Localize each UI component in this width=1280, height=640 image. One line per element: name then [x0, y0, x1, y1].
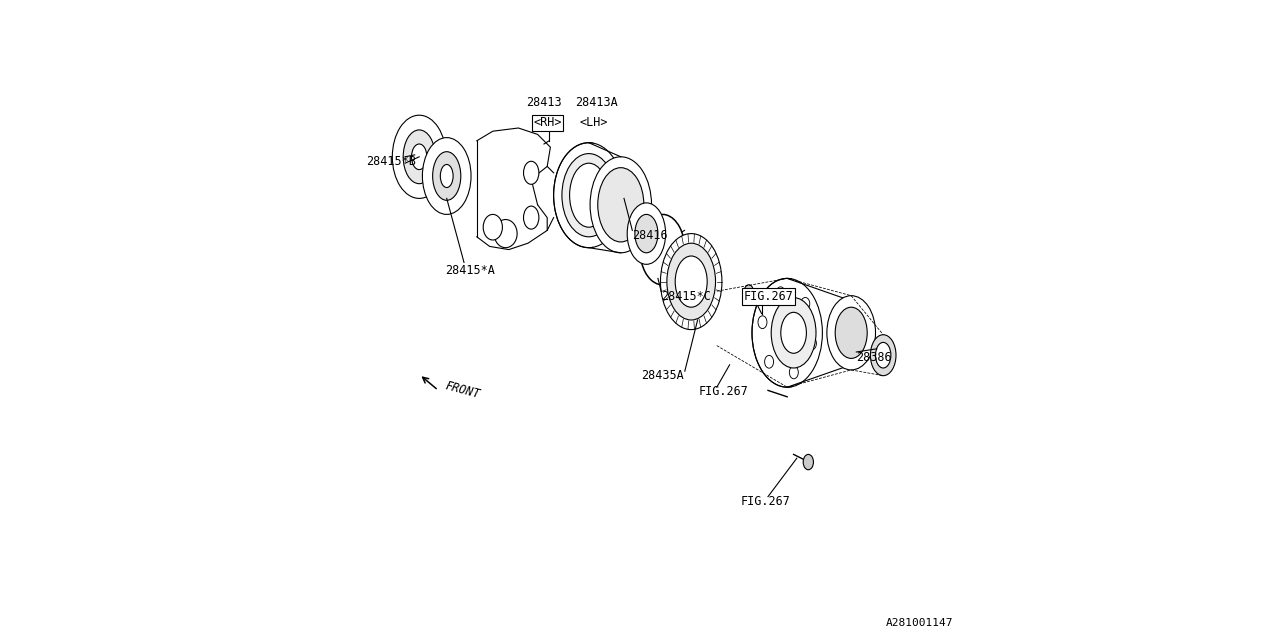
Text: <LH>: <LH>: [580, 116, 608, 129]
Ellipse shape: [553, 143, 625, 248]
Ellipse shape: [870, 335, 896, 376]
Ellipse shape: [667, 243, 716, 320]
Text: 28415*C: 28415*C: [662, 290, 710, 303]
Text: 28416: 28416: [632, 229, 668, 242]
Ellipse shape: [524, 161, 539, 184]
Ellipse shape: [524, 206, 539, 229]
Text: FRONT: FRONT: [444, 380, 481, 401]
Ellipse shape: [781, 312, 806, 353]
Ellipse shape: [776, 287, 785, 300]
Ellipse shape: [808, 337, 817, 350]
Ellipse shape: [562, 154, 616, 237]
Ellipse shape: [598, 168, 644, 242]
Ellipse shape: [676, 256, 708, 307]
Ellipse shape: [827, 296, 876, 370]
Ellipse shape: [494, 220, 517, 248]
Text: 28413: 28413: [526, 96, 562, 109]
Ellipse shape: [392, 115, 447, 198]
Ellipse shape: [758, 316, 767, 328]
Text: A281001147: A281001147: [886, 618, 954, 628]
Text: 28435A: 28435A: [641, 369, 684, 382]
Ellipse shape: [771, 298, 817, 368]
Text: 28415*B: 28415*B: [366, 155, 416, 168]
Text: FIG.267: FIG.267: [699, 385, 749, 398]
Ellipse shape: [835, 307, 868, 358]
Text: <RH>: <RH>: [534, 116, 562, 129]
Ellipse shape: [627, 203, 666, 264]
Text: 28413A: 28413A: [575, 96, 617, 109]
Ellipse shape: [484, 214, 503, 240]
Ellipse shape: [764, 355, 773, 368]
Ellipse shape: [635, 214, 658, 253]
Ellipse shape: [412, 144, 428, 170]
Ellipse shape: [790, 366, 799, 379]
Text: 28386: 28386: [856, 351, 892, 364]
Text: 28415*A: 28415*A: [445, 264, 494, 276]
Text: FIG.267: FIG.267: [740, 495, 790, 508]
Ellipse shape: [570, 163, 608, 227]
Text: FIG.267: FIG.267: [744, 290, 794, 303]
Ellipse shape: [440, 164, 453, 188]
Ellipse shape: [804, 454, 814, 470]
Ellipse shape: [422, 138, 471, 214]
Ellipse shape: [590, 157, 652, 253]
Ellipse shape: [876, 342, 891, 368]
Ellipse shape: [433, 152, 461, 200]
Ellipse shape: [745, 285, 753, 298]
Ellipse shape: [801, 298, 810, 310]
Ellipse shape: [403, 130, 435, 184]
Ellipse shape: [753, 278, 823, 387]
Ellipse shape: [660, 234, 722, 330]
